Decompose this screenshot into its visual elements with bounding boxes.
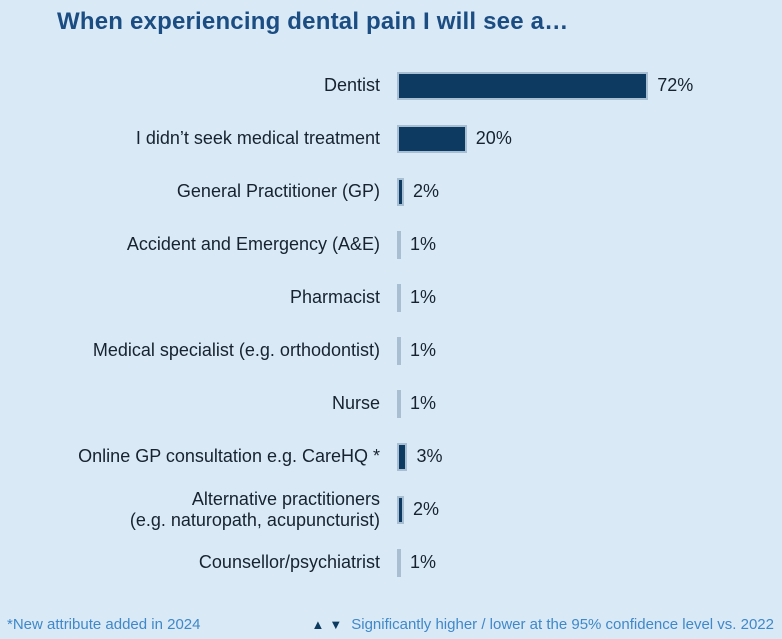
bar-area: 3% — [397, 442, 782, 471]
value-label: 2% — [412, 181, 439, 201]
bar-row: Medical specialist (e.g. orthodontist) 1% — [0, 324, 782, 377]
bar-row: Dentist 72% — [0, 59, 782, 112]
bar-row: General Practitioner (GP) 2% — [0, 165, 782, 218]
value-label: 3% — [416, 446, 443, 466]
bar — [397, 495, 404, 524]
bar-area: 20% — [397, 124, 782, 153]
value-label: 1% — [410, 340, 437, 360]
category-label: Online GP consultation e.g. CareHQ * — [78, 446, 380, 467]
bar — [397, 177, 404, 206]
value-label: 72% — [657, 75, 694, 95]
significance-legend-text: Significantly higher / lower at the 95% … — [351, 616, 774, 633]
bar-area: 72% — [397, 71, 782, 100]
bar-row: Nurse 1% — [0, 377, 782, 430]
value-label: 20% — [475, 128, 512, 148]
bar — [397, 283, 401, 312]
value-label: 1% — [410, 234, 437, 254]
bar-area: 2% — [397, 177, 782, 206]
bar-row: Counsellor/psychiatrist 1% — [0, 536, 782, 589]
triangle-up-icon: ▲ — [311, 617, 325, 632]
category-label: Pharmacist — [289, 287, 380, 308]
bar — [397, 548, 401, 577]
bar-rows: Dentist 72% I didn’t seek medical treatmen… — [0, 59, 782, 589]
bar — [397, 336, 401, 365]
category-label: I didn’t seek medical treatment — [135, 128, 380, 149]
footnote: *New attribute added in 2024 — [7, 616, 201, 633]
value-label: 1% — [410, 393, 437, 413]
category-label: Alternative practitioners (e.g. naturopat… — [129, 488, 380, 530]
bar-area: 1% — [397, 283, 782, 312]
bar-row: Online GP consultation e.g. CareHQ * 3% — [0, 430, 782, 483]
bar — [397, 230, 401, 259]
bar-area: 1% — [397, 230, 782, 259]
value-label: 1% — [410, 552, 437, 572]
bar — [397, 71, 649, 100]
significance-legend: ▲ ▼ Significantly higher / lower at the … — [312, 616, 775, 633]
bar-area: 1% — [397, 389, 782, 418]
category-label: Counsellor/psychiatrist — [198, 552, 380, 573]
bar-area: 1% — [397, 548, 782, 577]
chart-title: When experiencing dental pain I will see… — [57, 8, 569, 35]
bar — [397, 442, 408, 471]
category-label: General Practitioner (GP) — [176, 181, 380, 202]
category-label: Nurse — [331, 393, 380, 414]
bar-area: 2% — [397, 495, 782, 524]
value-label: 1% — [410, 287, 437, 307]
category-label: Medical specialist (e.g. orthodontist) — [92, 340, 380, 361]
bar-row: I didn’t seek medical treatment 20% — [0, 112, 782, 165]
value-label: 2% — [412, 499, 439, 519]
bar-row: Accident and Emergency (A&E) 1% — [0, 218, 782, 271]
bar-row: Alternative practitioners (e.g. naturopat… — [0, 483, 782, 536]
bar — [397, 124, 467, 153]
bar — [397, 389, 401, 418]
category-label: Dentist — [323, 75, 380, 96]
category-label: Accident and Emergency (A&E) — [126, 234, 380, 255]
bar-area: 1% — [397, 336, 782, 365]
bar-row: Pharmacist 1% — [0, 271, 782, 324]
triangle-down-icon: ▼ — [329, 617, 343, 632]
